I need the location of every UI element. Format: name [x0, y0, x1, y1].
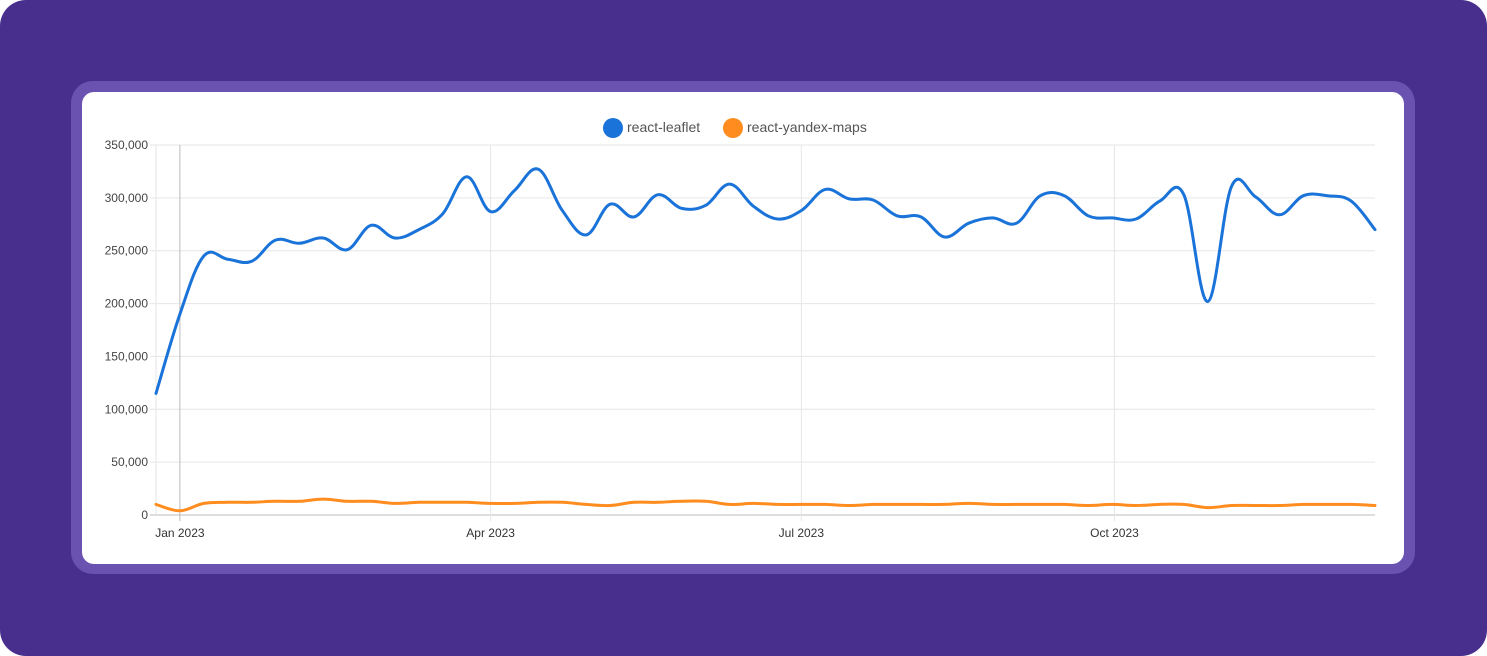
y-tick-label: 300,000	[105, 191, 149, 205]
chart-card	[82, 92, 1404, 564]
x-tick-label: Jul 2023	[779, 526, 825, 540]
legend-label-react-leaflet[interactable]: react-leaflet	[627, 119, 700, 135]
grid-lines	[150, 144, 1375, 521]
x-axis-labels: Jan 2023 Apr 2023 Jul 2023 Oct 2023	[155, 526, 1139, 540]
legend-marker-react-yandex-maps[interactable]	[723, 118, 743, 138]
x-tick-label: Apr 2023	[466, 526, 515, 540]
y-tick-label: 100,000	[105, 402, 149, 416]
x-tick-label: Oct 2023	[1090, 526, 1139, 540]
series-line-react-yandex-maps[interactable]	[154, 497, 1377, 513]
y-tick-label: 0	[141, 508, 148, 522]
y-tick-label: 250,000	[105, 244, 149, 258]
series-line-react-leaflet[interactable]	[154, 167, 1377, 395]
legend-marker-react-leaflet[interactable]	[603, 118, 623, 138]
series-lines	[154, 167, 1377, 513]
legend-label-react-yandex-maps[interactable]: react-yandex-maps	[747, 119, 867, 135]
y-axis-labels: 0 50,000 100,000 150,000 200,000 250,000 300,0…	[105, 138, 149, 522]
x-tick-label: Jan 2023	[155, 526, 205, 540]
y-tick-label: 200,000	[105, 297, 149, 311]
y-tick-label: 350,000	[105, 138, 149, 152]
y-tick-label: 150,000	[105, 349, 149, 363]
legend: react-leaflet react-yandex-maps	[603, 118, 867, 138]
y-tick-label: 50,000	[111, 455, 148, 469]
